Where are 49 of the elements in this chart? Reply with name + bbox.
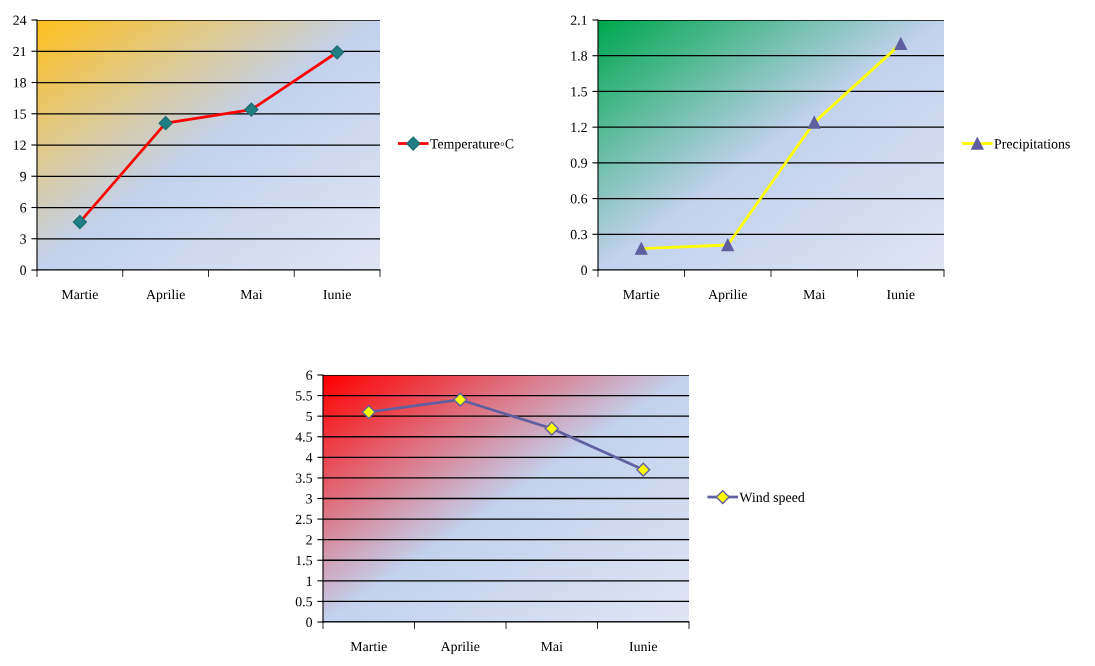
- y-tick-label: 4.5: [295, 432, 313, 442]
- x-tick-label: Martie: [350, 641, 387, 652]
- y-tick-label: 1.2: [571, 122, 587, 133]
- y-tick-label: 0.5: [295, 597, 313, 607]
- y-tick-label: 1: [306, 576, 312, 586]
- y-tick-label: 0: [306, 617, 313, 627]
- y-tick-label: 6: [20, 203, 27, 213]
- y-tick-label: 5: [306, 411, 313, 422]
- y-tick-label: 1.5: [571, 87, 588, 97]
- y-tick-label: 0: [20, 265, 27, 275]
- y-tick-label: 3: [306, 494, 313, 504]
- y-tick-label: 1.8: [571, 51, 588, 61]
- y-tick-label: 1.5: [296, 555, 313, 566]
- y-tick-label: 4: [305, 453, 313, 463]
- y-tick-label: 0.9: [570, 158, 588, 168]
- y-tick-label: 5.5: [296, 391, 313, 401]
- x-tick-label: Mai: [240, 289, 263, 300]
- y-tick-label: 12: [13, 140, 26, 150]
- y-tick-label: 2.5: [295, 514, 313, 525]
- y-tick-label: 0.3: [570, 229, 588, 240]
- x-tick-label: Mai: [803, 289, 826, 300]
- y-tick-label: 0.6: [570, 194, 588, 204]
- y-tick-label: 3.5: [295, 473, 313, 483]
- x-tick-label: Aprilie: [146, 289, 185, 303]
- x-tick-label: Aprilie: [708, 289, 747, 303]
- y-tick-label: 6: [306, 370, 313, 380]
- x-tick-label: Iunie: [629, 641, 658, 652]
- y-tick-label: 3: [20, 234, 27, 244]
- y-tick-label: 2.1: [570, 15, 587, 26]
- x-tick-label: Iunie: [886, 289, 915, 300]
- x-tick-label: Iunie: [323, 289, 351, 300]
- y-tick-label: 9: [20, 171, 27, 182]
- point: [636, 462, 651, 477]
- x-tick-label: Mai: [540, 641, 563, 652]
- y-tick-label: 21: [13, 46, 26, 57]
- point: [544, 421, 559, 436]
- point: [453, 392, 468, 407]
- legend-label: Precipitations: [994, 139, 1070, 152]
- legend-label: Temperature◦C: [430, 139, 514, 152]
- y-tick-label: 15: [13, 109, 27, 119]
- y-tick-label: 0: [581, 265, 588, 275]
- x-tick-label: Martie: [623, 289, 660, 300]
- y-tick-label: 18: [13, 78, 27, 88]
- y-tick-label: 24: [13, 15, 27, 25]
- x-tick-label: Martie: [61, 289, 98, 300]
- legend-label: Wind speed: [739, 492, 805, 505]
- point: [361, 404, 376, 420]
- x-tick-label: Aprilie: [440, 641, 480, 655]
- y-tick-label: 2: [306, 535, 312, 545]
